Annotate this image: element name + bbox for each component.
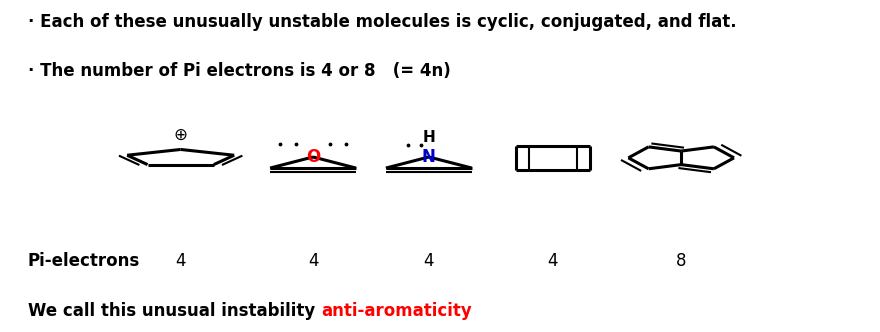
Text: N: N [422, 148, 436, 166]
Text: 8: 8 [676, 252, 686, 270]
Text: ⊕: ⊕ [173, 126, 187, 144]
Text: 4: 4 [547, 252, 558, 270]
Text: H: H [422, 130, 436, 145]
Text: 4: 4 [308, 252, 319, 270]
Text: · Each of these unusually unstable molecules is cyclic, conjugated, and flat.: · Each of these unusually unstable molec… [27, 13, 737, 31]
Text: 4: 4 [175, 252, 186, 270]
Text: Pi-electrons: Pi-electrons [27, 252, 140, 270]
Text: 4: 4 [423, 252, 434, 270]
Text: We call this unusual instability: We call this unusual instability [27, 302, 320, 320]
Text: anti-aromaticity: anti-aromaticity [321, 302, 472, 320]
Text: · The number of Pi electrons is 4 or 8   (= 4n): · The number of Pi electrons is 4 or 8 (… [27, 61, 451, 80]
Text: O: O [306, 148, 320, 166]
